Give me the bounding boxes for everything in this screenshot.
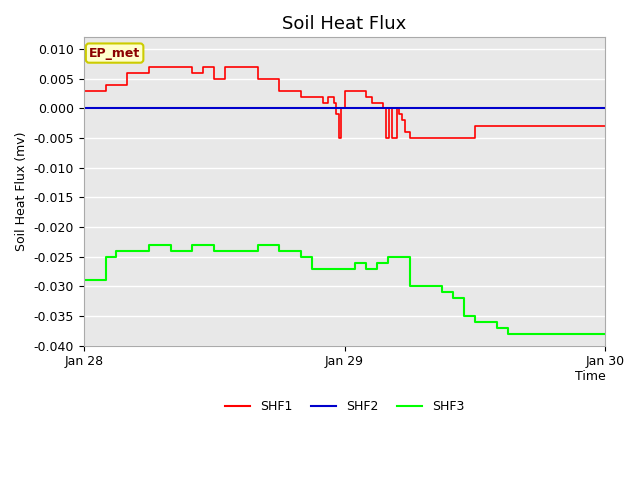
SHF3 xyxy=(471,319,479,325)
SHF1 xyxy=(276,88,284,94)
SHF3 xyxy=(417,284,424,289)
SHF1 xyxy=(167,64,175,70)
SHF3 xyxy=(504,331,511,336)
SHF2 xyxy=(80,106,88,111)
SHF1 xyxy=(346,88,354,94)
SHF1 xyxy=(382,135,390,141)
SHF1 xyxy=(340,88,348,94)
SHF3 xyxy=(167,248,175,253)
SHF3 xyxy=(232,248,240,253)
SHF1 xyxy=(558,123,566,129)
SHF1 xyxy=(330,100,337,106)
SHF1 xyxy=(402,129,410,135)
SHF1 xyxy=(398,118,406,123)
SHF1 xyxy=(362,94,370,99)
Text: Time: Time xyxy=(575,370,605,383)
SHF1 xyxy=(471,123,479,129)
SHF3 xyxy=(351,260,359,265)
Title: Soil Heat Flux: Soil Heat Flux xyxy=(282,15,407,33)
SHF3 xyxy=(580,331,588,336)
SHF1 xyxy=(102,82,109,88)
SHF3 xyxy=(211,248,218,253)
SHF1 xyxy=(145,64,153,70)
SHF3 xyxy=(373,260,381,265)
SHF3 xyxy=(308,265,316,271)
SHF1 xyxy=(254,76,262,82)
SHF1 xyxy=(324,94,332,99)
SHF1 xyxy=(515,123,522,129)
SHF3 xyxy=(428,284,435,289)
SHF1 xyxy=(298,94,305,99)
SHF3 xyxy=(438,289,446,295)
Line: SHF3: SHF3 xyxy=(84,245,605,334)
SHF1 xyxy=(343,88,351,94)
SHF3 xyxy=(113,248,120,253)
SHF1 xyxy=(332,111,340,117)
SHF3 xyxy=(319,265,326,271)
SHF3 xyxy=(362,265,370,271)
SHF1 xyxy=(189,70,196,76)
SHF3 xyxy=(493,325,500,331)
SHF1 xyxy=(232,64,240,70)
SHF1 xyxy=(393,106,401,111)
Line: SHF1: SHF1 xyxy=(84,67,605,138)
SHF1 xyxy=(385,106,393,111)
SHF1 xyxy=(368,100,376,106)
SHF3 xyxy=(406,284,413,289)
SHF3 xyxy=(515,331,522,336)
SHF3 xyxy=(536,331,544,336)
SHF2 xyxy=(91,106,99,111)
SHF3 xyxy=(384,254,392,260)
SHF1 xyxy=(80,88,88,94)
SHF3 xyxy=(134,248,142,253)
SHF1 xyxy=(200,64,207,70)
SHF3 xyxy=(340,265,348,271)
SHF1 xyxy=(373,100,381,106)
SHF3 xyxy=(330,265,337,271)
SHF3 xyxy=(449,295,457,301)
SHF1 xyxy=(335,135,343,141)
SHF3 xyxy=(298,254,305,260)
SHF3 xyxy=(460,313,468,319)
SHF1 xyxy=(406,135,413,141)
SHF1 xyxy=(580,123,588,129)
SHF1 xyxy=(388,135,396,141)
SHF1 xyxy=(319,100,326,106)
SHF1 xyxy=(536,123,544,129)
SHF1 xyxy=(379,106,387,111)
SHF3 xyxy=(558,331,566,336)
SHF3 xyxy=(276,248,284,253)
SHF1 xyxy=(308,94,316,99)
SHF1 xyxy=(211,76,218,82)
SHF3 xyxy=(80,277,88,283)
SHF1 xyxy=(417,135,424,141)
SHF1 xyxy=(221,64,229,70)
SHF3 xyxy=(602,331,609,336)
SHF3 xyxy=(254,242,262,248)
SHF3 xyxy=(390,254,397,260)
Legend: SHF1, SHF2, SHF3: SHF1, SHF2, SHF3 xyxy=(220,395,469,418)
SHF1 xyxy=(337,106,345,111)
SHF3 xyxy=(482,319,490,325)
SHF3 xyxy=(102,254,109,260)
SHF3 xyxy=(145,242,153,248)
SHF1 xyxy=(124,70,131,76)
SHF1 xyxy=(493,123,500,129)
SHF3 xyxy=(124,248,131,253)
SHF1 xyxy=(438,135,446,141)
SHF1 xyxy=(395,111,403,117)
SHF3 xyxy=(189,242,196,248)
SHF1 xyxy=(351,88,359,94)
SHF3 xyxy=(91,277,99,283)
SHF3 xyxy=(395,254,403,260)
Text: EP_met: EP_met xyxy=(89,47,140,60)
Y-axis label: Soil Heat Flux (mv): Soil Heat Flux (mv) xyxy=(15,132,28,251)
SHF1 xyxy=(602,123,609,129)
